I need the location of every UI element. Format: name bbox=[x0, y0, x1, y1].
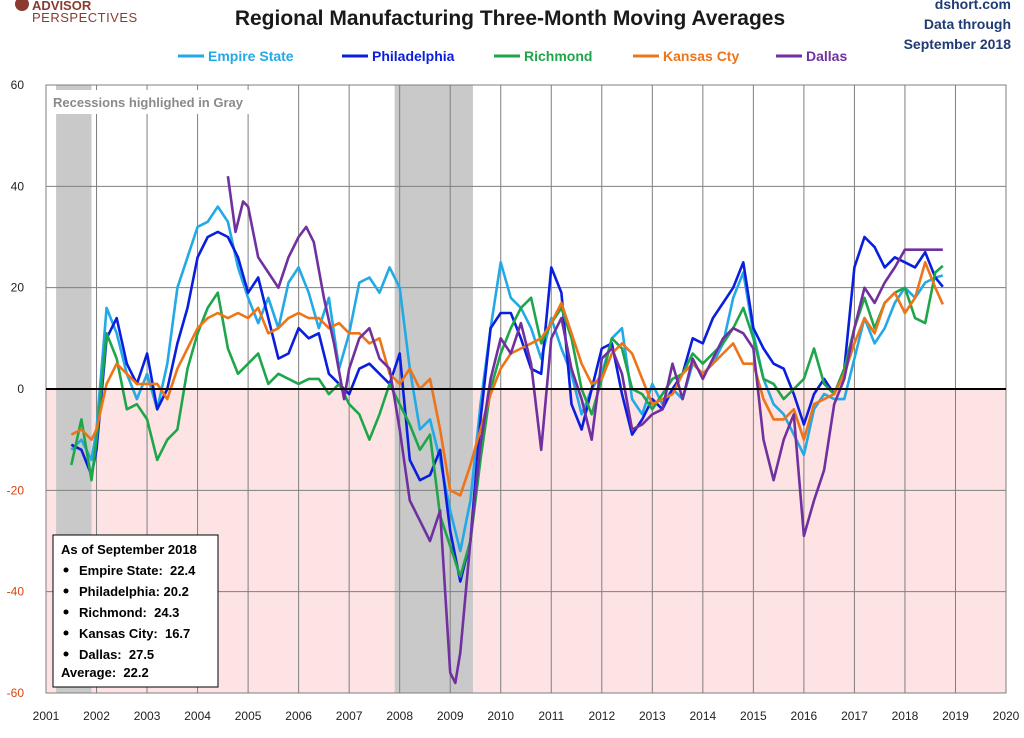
summary-box: As of September 2018 Empire State: 22.4 … bbox=[52, 534, 219, 688]
recession-note-box: Recessions highlighed in Gray bbox=[47, 90, 265, 114]
source-note: dshort.com Data through September 2018 bbox=[904, 0, 1012, 52]
x-tick-label: 2003 bbox=[134, 709, 161, 723]
legend-item: Richmond bbox=[494, 48, 592, 64]
x-tick-label: 2013 bbox=[639, 709, 666, 723]
x-tick-label: 2012 bbox=[588, 709, 615, 723]
y-tick-label: 40 bbox=[11, 179, 25, 193]
bullet-icon bbox=[63, 588, 69, 594]
bullet-icon bbox=[63, 651, 69, 657]
series-line bbox=[70, 261, 944, 497]
x-tick-label: 2015 bbox=[740, 709, 767, 723]
y-tick-label: 60 bbox=[11, 78, 25, 92]
y-tick-label: -40 bbox=[7, 585, 25, 599]
bullet-icon bbox=[63, 609, 69, 615]
x-tick-label: 2019 bbox=[942, 709, 969, 723]
summary-item: Dallas: 27.5 bbox=[79, 647, 154, 662]
x-tick-label: 2006 bbox=[285, 709, 312, 723]
summary-title: As of September 2018 bbox=[61, 542, 197, 557]
recession-note: Recessions highlighed in Gray bbox=[53, 95, 244, 110]
legend-item: Philadelphia bbox=[342, 48, 455, 64]
x-tick-label: 2001 bbox=[33, 709, 60, 723]
brand-line2: PERSPECTIVES bbox=[32, 10, 138, 25]
x-tick-label: 2002 bbox=[83, 709, 110, 723]
summary-item: Kansas City: 16.7 bbox=[79, 626, 190, 641]
axes: 60 40 20 0 -20 -40 -60 2001 2002 2003 2004 2005 2006… bbox=[7, 78, 1020, 723]
y-tick-label: 20 bbox=[11, 281, 25, 295]
series-lines bbox=[70, 176, 944, 685]
legend-label: Richmond bbox=[524, 48, 592, 64]
series-line bbox=[226, 176, 943, 685]
legend-label: Dallas bbox=[806, 48, 847, 64]
source-line-1: dshort.com bbox=[935, 0, 1011, 12]
series-line bbox=[70, 264, 944, 578]
x-tick-label: 2005 bbox=[235, 709, 262, 723]
x-tick-label: 2018 bbox=[892, 709, 919, 723]
y-tick-label: 0 bbox=[17, 382, 24, 396]
source-line-2: Data through bbox=[924, 16, 1011, 32]
x-tick-label: 2004 bbox=[184, 709, 211, 723]
x-tick-label: 2008 bbox=[386, 709, 413, 723]
series-line bbox=[70, 230, 944, 583]
summary-average: Average: 22.2 bbox=[61, 665, 149, 680]
bullet-icon bbox=[63, 567, 69, 573]
brand-line1: ADVISOR bbox=[32, 0, 92, 13]
summary-item: Philadelphia: 20.2 bbox=[79, 584, 189, 599]
legend: Empire State Philadelphia Richmond Kansas C… bbox=[178, 48, 847, 64]
y-tick-label: -20 bbox=[7, 483, 25, 497]
x-tick-label: 2007 bbox=[336, 709, 363, 723]
legend-label: Empire State bbox=[208, 48, 294, 64]
series-line bbox=[70, 205, 944, 553]
legend-item: Kansas Cty bbox=[633, 48, 739, 64]
bullet-icon bbox=[63, 630, 69, 636]
legend-label: Kansas Cty bbox=[663, 48, 739, 64]
x-tick-label: 2010 bbox=[487, 709, 514, 723]
compass-logo-icon bbox=[15, 0, 29, 11]
x-tick-label: 2016 bbox=[791, 709, 818, 723]
summary-box-bg bbox=[52, 534, 219, 688]
recession-note-bg bbox=[47, 90, 265, 114]
source-line-3: September 2018 bbox=[904, 36, 1012, 52]
y-tick-label: -60 bbox=[7, 686, 25, 700]
brand-logo: ADVISOR PERSPECTIVES bbox=[15, 0, 138, 25]
legend-label: Philadelphia bbox=[372, 48, 455, 64]
x-tick-label: 2014 bbox=[689, 709, 716, 723]
x-tick-label: 2011 bbox=[538, 709, 564, 723]
summary-item: Richmond: 24.3 bbox=[79, 605, 179, 620]
x-tick-label: 2009 bbox=[437, 709, 464, 723]
summary-item: Empire State: 22.4 bbox=[79, 563, 196, 578]
x-tick-label: 2017 bbox=[841, 709, 868, 723]
legend-item: Empire State bbox=[178, 48, 294, 64]
legend-item: Dallas bbox=[776, 48, 847, 64]
chart-title: Regional Manufacturing Three-Month Movin… bbox=[235, 7, 785, 30]
x-tick-label: 2020 bbox=[993, 709, 1020, 723]
